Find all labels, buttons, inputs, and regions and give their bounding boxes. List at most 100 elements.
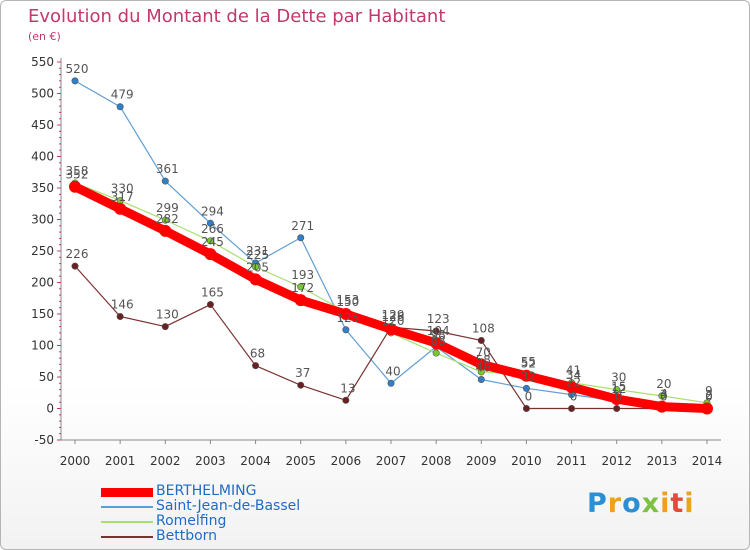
data-label: 104 (427, 324, 450, 338)
x-tick-label: 2011 (556, 454, 587, 468)
data-point (385, 323, 397, 336)
chart-title: Evolution du Montant de la Dette par Hab… (28, 6, 446, 27)
data-label: 146 (111, 298, 134, 312)
data-label: 130 (156, 308, 179, 322)
data-point (522, 384, 530, 392)
data-point (430, 336, 443, 349)
y-tick-label: 150 (31, 307, 54, 321)
y-tick-label: 100 (31, 339, 54, 353)
data-label: 0 (570, 390, 578, 404)
data-label: 3 (660, 388, 668, 402)
data-label: 20 (656, 377, 671, 391)
data-label: 55 (521, 355, 536, 369)
series-line-1 (74, 80, 708, 408)
legend-swatch (101, 487, 153, 497)
data-point (658, 392, 666, 400)
data-point (297, 234, 305, 242)
y-tick-label: 250 (31, 244, 54, 258)
y-tick-label: -50 (34, 433, 54, 447)
data-point (565, 381, 578, 394)
data-point (613, 386, 621, 394)
data-label: 46 (476, 361, 491, 375)
data-point (475, 358, 488, 371)
data-point (252, 263, 260, 271)
data-label: 58 (476, 353, 491, 367)
x-tick-label: 2004 (240, 454, 271, 468)
x-tick-label: 2010 (511, 454, 542, 468)
data-point (206, 237, 214, 245)
legend-swatch (101, 536, 153, 538)
x-tick-label: 2012 (601, 454, 632, 468)
data-point (206, 301, 214, 309)
data-point (297, 283, 305, 291)
data-label: 34 (566, 368, 581, 382)
data-point (71, 262, 79, 270)
data-label: 129 (382, 308, 405, 322)
data-label: 15 (611, 380, 626, 394)
data-label: 165 (201, 286, 224, 300)
x-tick-label: 2008 (421, 454, 452, 468)
data-point (252, 362, 260, 370)
y-tick-label: 0 (46, 402, 54, 416)
data-label: 294 (201, 204, 224, 218)
data-point (610, 393, 623, 406)
data-label: 22 (566, 376, 581, 390)
y-tick-label: 350 (31, 181, 54, 195)
data-point (432, 327, 440, 335)
data-point (477, 336, 485, 344)
data-label: 358 (66, 164, 89, 178)
data-point (294, 294, 307, 307)
x-tick-label: 2009 (466, 454, 497, 468)
data-label: 225 (246, 248, 269, 262)
data-label: 245 (201, 235, 224, 249)
data-label: 4 (660, 387, 668, 401)
legend-label: Romelfing (156, 513, 227, 529)
legend-swatch (101, 506, 153, 508)
data-label: 68 (250, 347, 265, 361)
data-point (116, 103, 124, 111)
data-label: 88 (431, 334, 446, 348)
data-point (204, 248, 217, 261)
data-point (701, 402, 713, 415)
data-label: 108 (472, 321, 495, 335)
x-tick-label: 2014 (692, 454, 723, 468)
data-label: 317 (111, 190, 134, 204)
x-tick-label: 2006 (331, 454, 362, 468)
data-label: 226 (66, 247, 89, 261)
data-label: 479 (111, 88, 134, 102)
data-label: 0 (705, 390, 713, 404)
x-tick-label: 2005 (285, 454, 316, 468)
data-point (249, 273, 262, 286)
data-label: 193 (291, 268, 314, 282)
data-label: 52 (521, 357, 536, 371)
data-label: 37 (295, 366, 310, 380)
data-point (161, 323, 169, 331)
data-label: 0 (525, 390, 533, 404)
data-point (69, 180, 81, 193)
data-point (613, 404, 621, 412)
data-label: 125 (336, 311, 359, 325)
data-label: 2 (705, 388, 713, 402)
y-tick-label: 500 (31, 87, 54, 101)
y-tick-label: 400 (31, 150, 54, 164)
data-label: 231 (246, 244, 269, 258)
data-label: 0 (615, 390, 623, 404)
data-point (206, 219, 214, 227)
data-label: 172 (291, 281, 314, 295)
data-label: 0 (705, 390, 713, 404)
y-tick-label: 50 (39, 370, 54, 384)
data-point (342, 326, 350, 334)
data-label: 98 (431, 328, 446, 342)
data-point (159, 224, 172, 237)
data-label: 150 (336, 295, 359, 309)
data-label: 205 (246, 260, 269, 274)
data-point (342, 396, 350, 404)
data-label: 520 (66, 62, 89, 76)
data-label: 266 (201, 222, 224, 236)
data-label: 123 (427, 312, 450, 326)
data-point (339, 308, 352, 320)
data-label: 0 (660, 390, 668, 404)
y-tick-label: 550 (31, 55, 54, 69)
data-label: 12 (611, 382, 626, 396)
